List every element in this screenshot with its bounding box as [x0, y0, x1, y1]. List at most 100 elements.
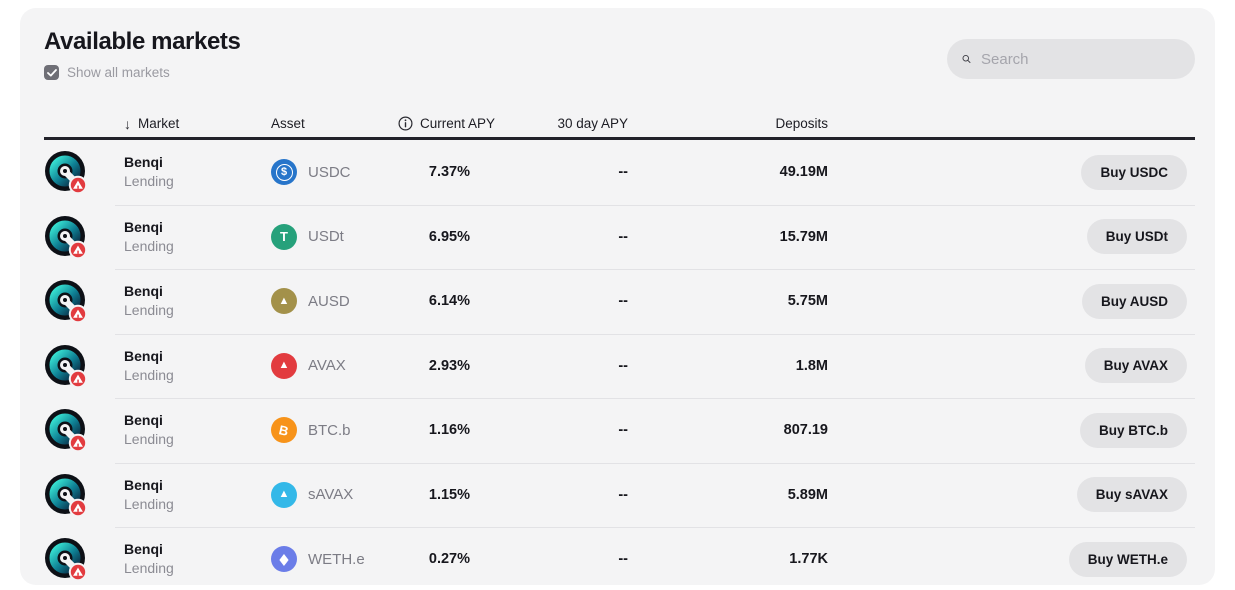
action-cell: Buy sAVAX — [828, 477, 1195, 513]
buy-button[interactable]: Buy USDt — [1086, 219, 1187, 255]
buy-button[interactable]: Buy USDC — [1081, 154, 1187, 190]
deposits-value: 1.8M — [795, 357, 828, 374]
market-row[interactable]: Benqi Lending $ USDC 7.37% -- 49.19M Buy… — [44, 140, 1195, 205]
asset-cell: T USDt — [271, 223, 398, 250]
market-row[interactable]: Benqi Lending B BTC.b 1.16% -- 807.19 Bu… — [44, 398, 1195, 463]
benqi-logo-icon — [45, 538, 88, 582]
product-name: Lending — [124, 173, 174, 190]
asset-cell: ▲ sAVAX — [271, 481, 398, 508]
apy-30day-value: -- — [618, 422, 628, 439]
avalanche-badge-icon — [68, 305, 88, 324]
page-title: Available markets — [44, 28, 241, 55]
market-row[interactable]: Benqi Lending ◆ WETH.e 0.27% -- 1.77K Bu… — [44, 527, 1195, 585]
benqi-logo-icon — [45, 344, 88, 388]
market-row[interactable]: Benqi Lending T USDt 6.95% -- 15.79M Buy… — [44, 204, 1195, 270]
benqi-logo-icon — [45, 215, 88, 259]
asset-cell: $ USDC — [271, 159, 398, 186]
protocol-name: Benqi — [124, 412, 163, 429]
product-name: Lending — [124, 237, 174, 254]
protocol-logo-cell — [44, 537, 124, 582]
buy-button[interactable]: Buy AUSD — [1081, 283, 1187, 319]
table-header: ↓ Market Asset Current APY 30 day APY De… — [44, 110, 1195, 140]
protocol-logo-cell — [44, 408, 124, 453]
buy-button[interactable]: Buy AVAX — [1084, 348, 1187, 384]
market-row[interactable]: Benqi Lending ▲ sAVAX 1.15% -- 5.89M Buy… — [44, 462, 1195, 528]
market-cell: Benqi Lending — [124, 282, 271, 320]
show-all-markets-checkbox[interactable] — [44, 65, 59, 80]
current-apy-value: 2.93% — [428, 357, 470, 374]
current-apy-value: 6.95% — [428, 228, 470, 245]
product-name: Lending — [124, 431, 174, 448]
protocol-name: Benqi — [124, 347, 163, 364]
apy-30day-value: -- — [618, 357, 628, 374]
market-cell: Benqi Lending — [124, 153, 271, 191]
show-all-markets-label: Show all markets — [67, 65, 170, 80]
check-icon — [46, 68, 57, 76]
deposits-value: 807.19 — [783, 422, 828, 439]
wethe-icon: ◆ — [271, 546, 297, 573]
protocol-name: Benqi — [124, 218, 163, 235]
buy-button[interactable]: Buy sAVAX — [1076, 477, 1187, 513]
protocol-name: Benqi — [124, 154, 163, 171]
search-box[interactable] — [947, 39, 1195, 79]
search-input[interactable] — [981, 50, 1180, 68]
action-cell: Buy USDt — [828, 219, 1195, 255]
market-rows: Benqi Lending $ USDC 7.37% -- 49.19M Buy… — [44, 140, 1195, 585]
market-cell: Benqi Lending — [124, 411, 271, 449]
btcb-icon: B — [271, 417, 297, 444]
header-deposits: Deposits — [775, 116, 828, 131]
protocol-logo-cell — [44, 279, 124, 324]
benqi-logo-icon — [45, 409, 88, 453]
buy-button[interactable]: Buy WETH.e — [1068, 541, 1187, 577]
search-icon — [962, 55, 971, 63]
current-apy-value: 1.15% — [428, 486, 470, 503]
product-name: Lending — [124, 302, 174, 319]
action-cell: Buy USDC — [828, 154, 1195, 190]
asset-symbol: USDt — [308, 228, 344, 246]
header-current-apy: Current APY — [398, 116, 514, 131]
benqi-logo-icon — [45, 473, 88, 517]
protocol-logo-cell — [44, 215, 124, 259]
asset-cell: ▲ AVAX — [271, 352, 398, 379]
protocol-logo-cell — [44, 473, 124, 517]
deposits-value: 5.89M — [787, 486, 828, 503]
current-apy-value: 1.16% — [428, 422, 470, 439]
usdc-icon: $ — [271, 159, 297, 186]
avalanche-badge-icon — [68, 498, 88, 517]
market-row[interactable]: Benqi Lending ▲ AUSD 6.14% -- 5.75M Buy … — [44, 269, 1195, 334]
avalanche-badge-icon — [68, 369, 88, 388]
asset-symbol: sAVAX — [308, 486, 354, 504]
apy-30day-value: -- — [618, 228, 628, 245]
asset-symbol: WETH.e — [308, 550, 365, 568]
action-cell: Buy AVAX — [828, 348, 1195, 384]
benqi-logo-icon — [45, 151, 88, 195]
apy-30day-value: -- — [618, 486, 628, 503]
action-cell: Buy WETH.e — [828, 541, 1195, 577]
product-name: Lending — [124, 366, 174, 383]
buy-button[interactable]: Buy BTC.b — [1080, 412, 1187, 448]
action-cell: Buy BTC.b — [828, 412, 1195, 448]
deposits-value: 1.77K — [789, 551, 828, 568]
avax-icon: ▲ — [271, 352, 297, 379]
asset-symbol: AUSD — [308, 292, 350, 310]
product-name: Lending — [124, 495, 174, 512]
market-cell: Benqi Lending — [124, 540, 271, 578]
available-markets-panel: Available markets Show all markets ↓ Mar… — [20, 8, 1215, 585]
deposits-value: 49.19M — [779, 164, 828, 181]
asset-symbol: USDC — [308, 163, 351, 181]
apy-30day-value: -- — [618, 551, 628, 568]
sort-descending-icon: ↓ — [124, 115, 131, 132]
current-apy-value: 7.37% — [428, 164, 470, 181]
protocol-name: Benqi — [124, 283, 163, 300]
protocol-logo-cell — [44, 344, 124, 388]
market-cell: Benqi Lending — [124, 218, 271, 256]
current-apy-value: 0.27% — [428, 551, 470, 568]
deposits-value: 15.79M — [779, 228, 828, 245]
asset-cell: ◆ WETH.e — [271, 546, 398, 573]
show-all-markets-filter: Show all markets — [44, 65, 1195, 80]
asset-cell: ▲ AUSD — [271, 288, 398, 315]
deposits-value: 5.75M — [787, 293, 828, 310]
market-row[interactable]: Benqi Lending ▲ AVAX 2.93% -- 1.8M Buy A… — [44, 333, 1195, 399]
header-market[interactable]: ↓ Market — [124, 115, 180, 132]
apy-30day-value: -- — [618, 293, 628, 310]
